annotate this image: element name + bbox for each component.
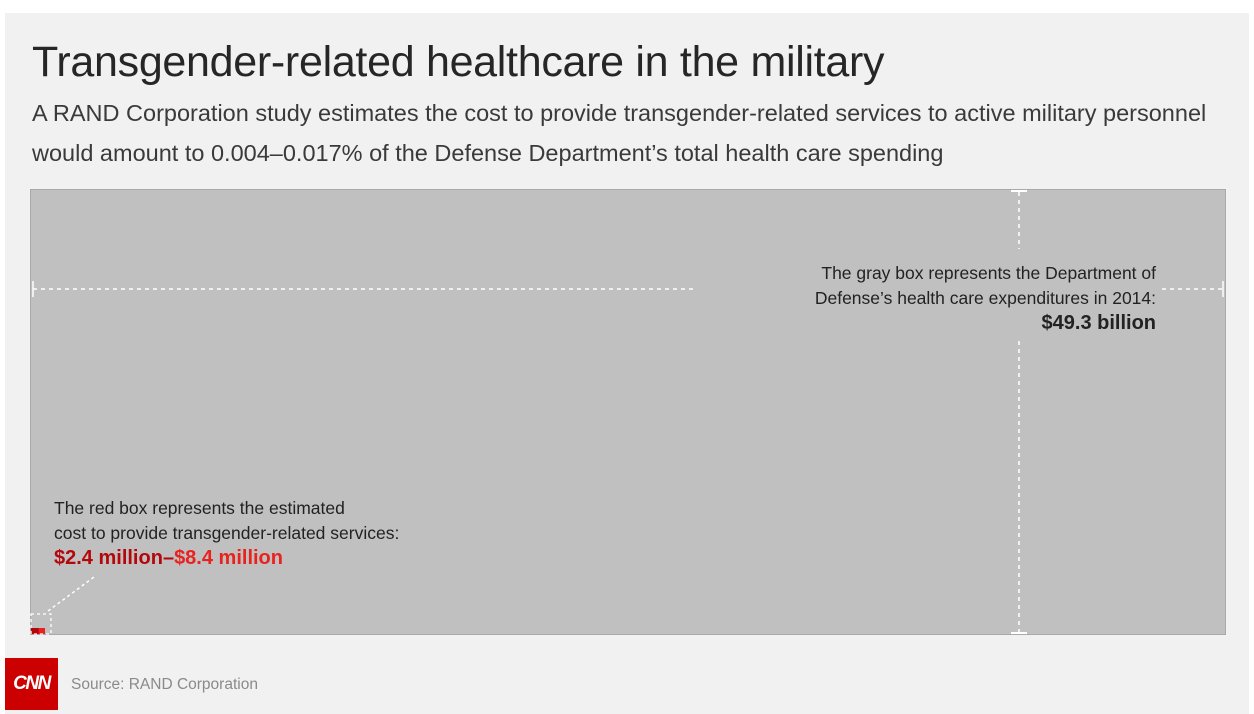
source-text: Source: RAND Corporation: [71, 676, 258, 693]
gray-box-annotation: The gray box represents the Department o…: [716, 261, 1162, 340]
red-box-highlight: [30, 613, 52, 635]
red-annotation-line-2: cost to provide transgender-related serv…: [54, 523, 400, 543]
chart-title: Transgender-related healthcare in the mi…: [32, 38, 885, 86]
cnn-logo: CNN: [5, 658, 58, 710]
red-box-low: [31, 628, 39, 634]
red-box-value-range: $2.4 million–$8.4 million: [54, 546, 514, 571]
red-box-annotation: The red box represents the estimated cos…: [54, 496, 514, 571]
red-box-value-separator: –: [162, 547, 175, 569]
chart-area: The gray box represents the Department o…: [30, 189, 1226, 635]
chart-subtitle: A RAND Corporation study estimates the c…: [32, 100, 1207, 166]
gray-box-value: $49.3 billion: [1041, 312, 1156, 334]
gray-annotation-line-1: The gray box represents the Department o…: [821, 263, 1156, 283]
gray-annotation-line-2: Defense’s health care expenditures in 20…: [814, 288, 1156, 308]
red-box-value-high: $8.4 million: [174, 547, 283, 569]
red-box-value-low: $2.4 million: [54, 547, 163, 569]
red-annotation-line-1: The red box represents the estimated: [54, 498, 345, 518]
